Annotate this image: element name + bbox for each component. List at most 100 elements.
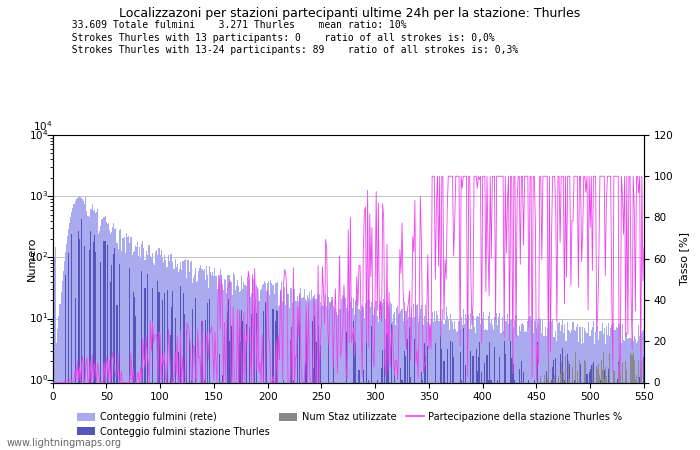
Bar bbox=[111, 232, 112, 450]
Bar bbox=[151, 258, 152, 450]
Bar bbox=[98, 234, 99, 450]
Bar bbox=[132, 292, 134, 450]
Bar bbox=[543, 336, 545, 450]
Bar bbox=[58, 316, 60, 450]
Bar bbox=[242, 288, 244, 450]
Bar bbox=[505, 321, 506, 450]
Bar bbox=[251, 314, 252, 450]
Bar bbox=[155, 252, 156, 450]
Bar bbox=[344, 298, 346, 450]
Bar bbox=[199, 268, 200, 450]
Bar bbox=[99, 231, 100, 450]
Bar bbox=[352, 307, 353, 450]
Text: $10^4$: $10^4$ bbox=[33, 119, 52, 133]
Bar bbox=[140, 257, 141, 450]
Bar bbox=[420, 309, 421, 450]
Bar bbox=[542, 320, 543, 450]
Bar bbox=[490, 380, 491, 450]
Bar bbox=[443, 324, 444, 450]
Bar bbox=[580, 364, 581, 450]
Bar bbox=[368, 309, 369, 450]
Bar bbox=[241, 310, 242, 450]
Bar bbox=[370, 307, 372, 450]
Bar bbox=[118, 230, 120, 450]
Bar bbox=[234, 290, 236, 450]
Bar bbox=[294, 289, 295, 450]
Bar bbox=[281, 282, 282, 450]
Bar bbox=[566, 341, 567, 450]
Bar bbox=[138, 256, 139, 450]
Bar bbox=[421, 372, 422, 450]
Bar bbox=[153, 263, 154, 450]
Bar bbox=[466, 318, 467, 450]
Bar bbox=[116, 243, 118, 450]
Bar bbox=[447, 349, 448, 450]
Bar bbox=[198, 271, 200, 450]
Bar bbox=[479, 342, 480, 450]
Bar bbox=[400, 311, 402, 450]
Bar bbox=[407, 320, 408, 450]
Bar bbox=[391, 324, 392, 450]
Bar bbox=[396, 308, 397, 450]
Bar bbox=[389, 308, 390, 450]
Bar bbox=[135, 315, 136, 450]
Bar bbox=[316, 296, 318, 450]
Bar bbox=[435, 321, 436, 450]
Bar bbox=[452, 323, 453, 450]
Bar bbox=[178, 272, 179, 450]
Bar bbox=[521, 324, 522, 450]
Bar bbox=[95, 213, 96, 450]
Bar bbox=[279, 306, 280, 450]
Bar bbox=[496, 313, 497, 450]
Bar bbox=[162, 262, 164, 450]
Bar bbox=[280, 296, 281, 450]
Bar bbox=[78, 197, 79, 450]
Bar bbox=[196, 282, 197, 450]
Bar bbox=[381, 310, 382, 450]
Bar bbox=[606, 326, 607, 450]
Bar bbox=[437, 315, 438, 450]
Bar bbox=[166, 267, 167, 450]
Bar bbox=[309, 292, 310, 450]
Bar bbox=[413, 304, 414, 450]
Bar bbox=[512, 356, 513, 450]
Bar bbox=[458, 321, 460, 450]
Bar bbox=[467, 320, 468, 450]
Bar bbox=[335, 308, 336, 450]
Bar bbox=[383, 299, 384, 450]
Bar bbox=[146, 255, 148, 450]
Bar bbox=[282, 302, 284, 450]
Text: Strokes Thurles with 13 participants: 0    ratio of all strokes is: 0,0%: Strokes Thurles with 13 participants: 0 … bbox=[60, 33, 494, 43]
Y-axis label: Tasso [%]: Tasso [%] bbox=[679, 232, 689, 285]
Text: 33.609 Totale fulmini    3.271 Thurles    mean ratio: 10%: 33.609 Totale fulmini 3.271 Thurles mean… bbox=[60, 20, 406, 30]
Bar bbox=[377, 380, 378, 450]
Bar bbox=[248, 327, 250, 450]
Bar bbox=[304, 299, 306, 450]
Bar bbox=[395, 325, 396, 450]
Bar bbox=[639, 336, 640, 450]
Bar bbox=[381, 368, 382, 450]
Bar bbox=[322, 305, 323, 450]
Bar bbox=[492, 325, 493, 450]
Bar bbox=[202, 271, 204, 450]
Bar bbox=[404, 351, 405, 450]
Bar bbox=[592, 327, 593, 450]
Bar bbox=[363, 307, 364, 450]
Bar bbox=[114, 229, 116, 450]
Bar bbox=[150, 256, 151, 450]
Bar bbox=[443, 361, 444, 450]
Bar bbox=[540, 320, 541, 450]
Bar bbox=[585, 331, 587, 450]
Bar bbox=[509, 323, 510, 450]
Bar bbox=[407, 338, 408, 450]
Bar bbox=[355, 342, 356, 450]
Bar bbox=[126, 233, 127, 450]
Bar bbox=[148, 245, 149, 450]
Bar bbox=[366, 331, 367, 450]
Bar bbox=[308, 298, 309, 450]
Bar bbox=[250, 297, 251, 450]
Bar bbox=[444, 320, 446, 450]
Bar bbox=[521, 361, 522, 450]
Bar bbox=[96, 212, 97, 450]
Bar bbox=[85, 196, 86, 450]
